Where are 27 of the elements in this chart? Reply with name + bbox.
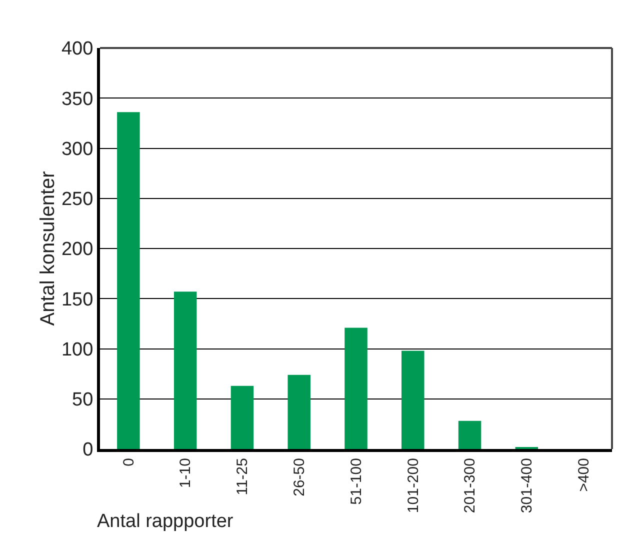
x-tick-label: 301-400	[518, 458, 536, 514]
bar	[288, 374, 310, 449]
y-tick-label: 50	[72, 390, 94, 411]
y-tick-label: 200	[61, 239, 94, 260]
x-tick-label: 0	[120, 458, 138, 466]
x-tick-label: 51-100	[348, 458, 365, 505]
bar	[230, 386, 254, 449]
bar	[174, 292, 197, 449]
y-tick-label: 150	[61, 289, 94, 310]
bar	[344, 328, 368, 449]
y-axis-title: Antal konsulenter	[36, 170, 59, 326]
y-tick-label: 250	[61, 189, 94, 210]
bar	[117, 112, 140, 449]
x-tick-label: >400	[575, 458, 592, 492]
bar	[458, 420, 482, 449]
x-axis-title: Antal rappporter	[97, 511, 234, 532]
x-tick-label: 101-200	[404, 458, 422, 514]
bar	[402, 350, 424, 449]
y-tick-label: 350	[61, 88, 94, 110]
x-tick-label: 11-25	[234, 458, 252, 496]
y-tick-label: 400	[61, 38, 94, 60]
x-tick-label: 26-50	[290, 458, 308, 496]
y-tick-label: 0	[82, 440, 94, 461]
x-tick-label: 201-300	[462, 458, 479, 514]
x-tick-label: 1-10	[177, 458, 194, 488]
y-tick-label: 300	[61, 138, 94, 160]
y-tick-label: 100	[61, 339, 94, 360]
